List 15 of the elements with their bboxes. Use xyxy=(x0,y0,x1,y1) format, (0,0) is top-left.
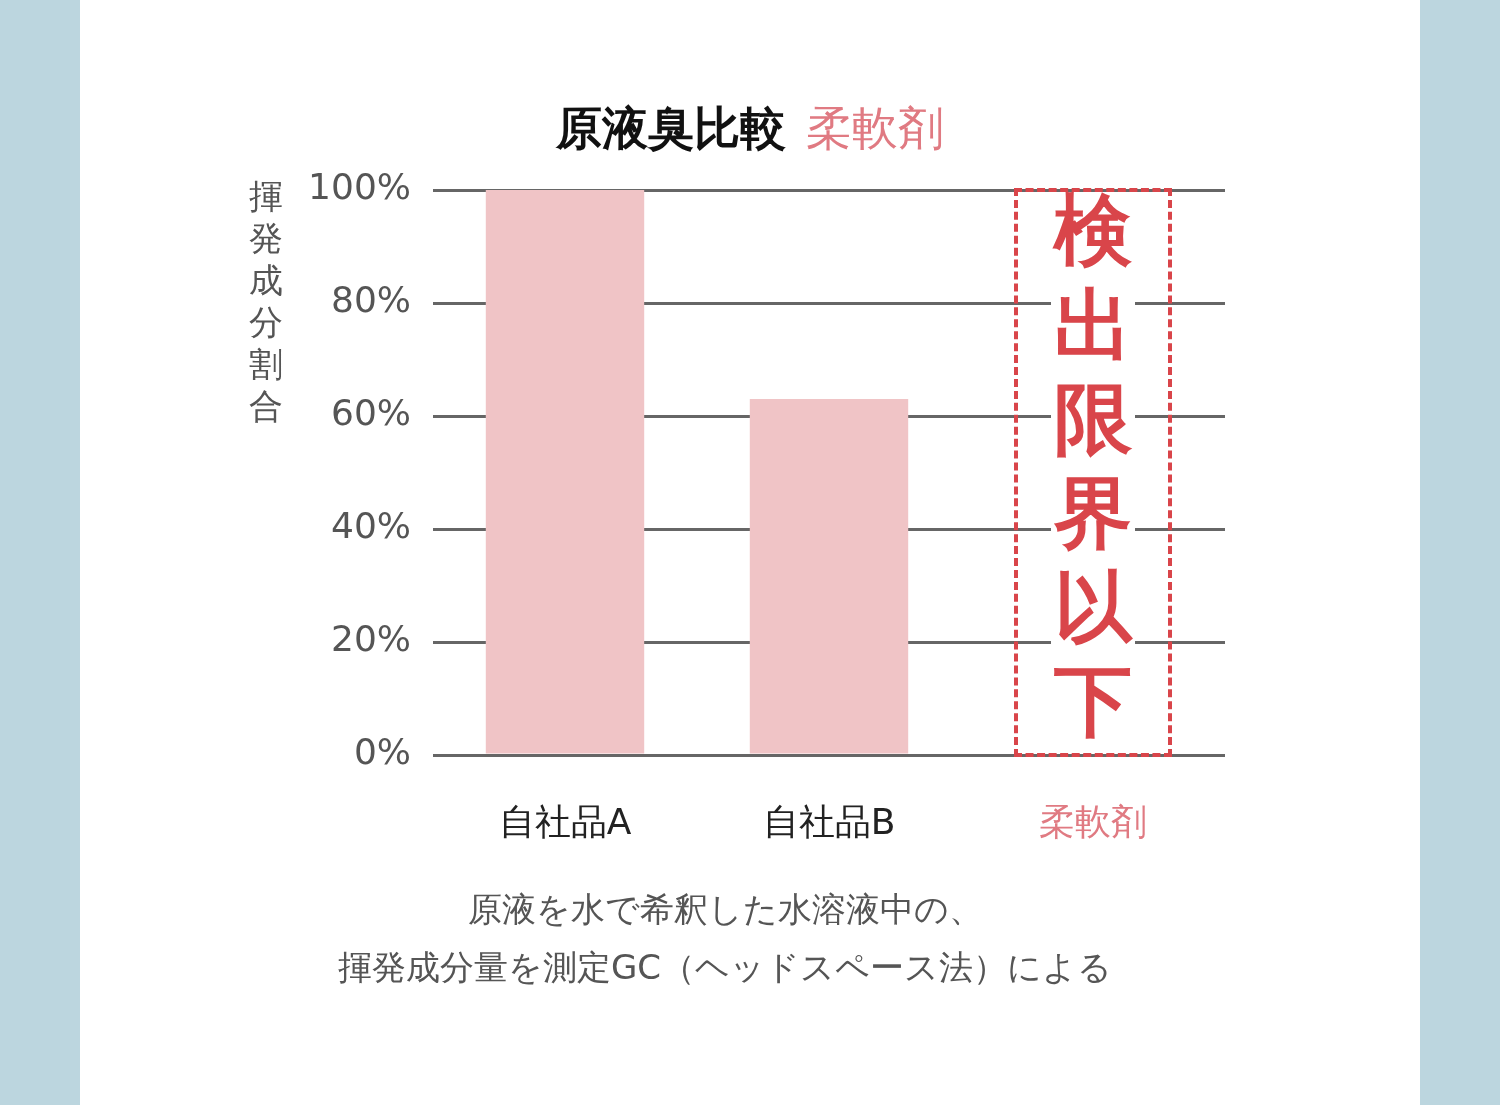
y-axis-title: 揮発成分割合 xyxy=(248,175,284,427)
chart-subtitle: 柔軟剤 xyxy=(806,101,944,155)
y-tick-label: 80% xyxy=(330,279,411,321)
y-tick-label: 60% xyxy=(330,392,411,434)
y-tick-label: 0% xyxy=(353,731,411,773)
y-tick-label: 40% xyxy=(330,505,411,547)
chart-title: 原液臭比較 xyxy=(556,101,786,155)
x-tick-label: 自社品A xyxy=(498,800,632,842)
annotation: 検出限界以下 xyxy=(1052,185,1133,747)
y-tick-label: 20% xyxy=(330,618,411,660)
text: 揮発成分量を測定GC（ヘッドスペース法）による xyxy=(336,946,1114,989)
x-tick-label: 自社品B xyxy=(762,800,896,842)
x-tick-label: 柔軟剤 xyxy=(1039,800,1147,842)
text: 原液を水で希釈した水溶液中の、 xyxy=(466,888,984,931)
y-tick-label: 100% xyxy=(308,166,411,208)
